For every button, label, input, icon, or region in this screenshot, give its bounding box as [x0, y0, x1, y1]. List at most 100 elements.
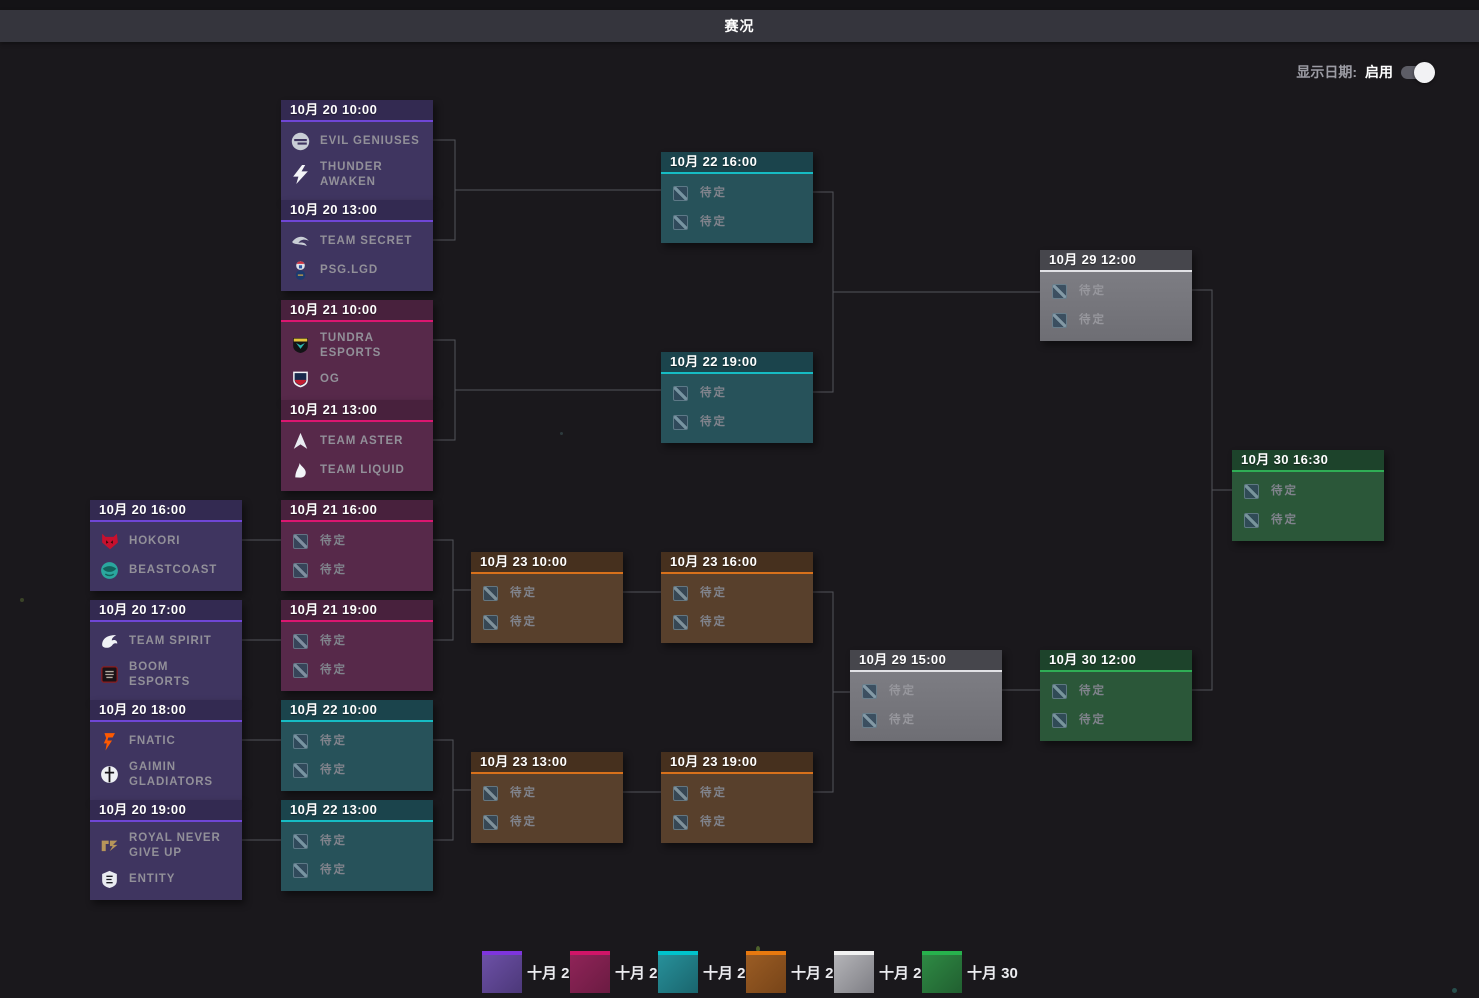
- tbd-placeholder-icon: [670, 783, 691, 804]
- match-teams: 待定 待定: [661, 374, 813, 443]
- tbd-placeholder-icon: [1241, 481, 1262, 502]
- tbd-team-row: 待定: [290, 831, 424, 852]
- team-row: FNATIC: [99, 731, 233, 752]
- team-name: 待定: [700, 387, 727, 400]
- tbd-team-row: 待定: [859, 681, 993, 702]
- tbd-placeholder-icon: [670, 612, 691, 633]
- legend-label: 十月 23: [791, 964, 842, 982]
- match-card[interactable]: 10月 23 10:00 待定 待定: [471, 552, 623, 643]
- match-teams: ROYAL NEVER GIVE UP ENTITY: [90, 822, 242, 900]
- legend-color-swatch: [570, 951, 610, 993]
- legend-label: 十月 21: [615, 964, 666, 982]
- match-time: 10月 22 16:00: [661, 152, 813, 174]
- tbd-team-row: 待定: [670, 612, 804, 633]
- team-row: ROYAL NEVER GIVE UP: [99, 831, 233, 861]
- match-time: 10月 20 13:00: [281, 200, 433, 222]
- tbd-placeholder-icon: [290, 731, 311, 752]
- tbd-placeholder-icon: [290, 631, 311, 652]
- match-card[interactable]: 10月 23 19:00 待定 待定: [661, 752, 813, 843]
- match-teams: TEAM ASTER TEAM LIQUID: [281, 422, 433, 491]
- match-teams: 待定 待定: [1232, 472, 1384, 541]
- match-card[interactable]: 10月 20 10:00 EVIL GENIUSES THUNDER AWAKEN: [281, 100, 433, 200]
- boom-esports-icon: [99, 664, 120, 685]
- team-name: 待定: [320, 864, 347, 877]
- match-card[interactable]: 10月 21 13:00 TEAM ASTER TEAM LIQUID: [281, 400, 433, 491]
- team-name: TEAM ASTER: [320, 435, 404, 448]
- match-card[interactable]: 10月 21 19:00 待定 待定: [281, 600, 433, 691]
- team-name: GAIMIN GLADIATORS: [129, 761, 213, 788]
- legend-color-swatch: [658, 951, 698, 993]
- tbd-placeholder-icon: [1049, 310, 1070, 331]
- tbd-team-row: 待定: [290, 660, 424, 681]
- team-aster-icon: [290, 431, 311, 452]
- match-card[interactable]: 10月 22 10:00 待定 待定: [281, 700, 433, 791]
- team-name: ROYAL NEVER GIVE UP: [129, 832, 221, 859]
- team-name: HOKORI: [129, 535, 181, 548]
- match-card[interactable]: 10月 21 16:00 待定 待定: [281, 500, 433, 591]
- match-card[interactable]: 10月 22 19:00 待定 待定: [661, 352, 813, 443]
- tbd-placeholder-icon: [1049, 710, 1070, 731]
- match-time: 10月 20 16:00: [90, 500, 242, 522]
- psg-lgd-icon: [290, 260, 311, 281]
- match-card[interactable]: 10月 20 16:00 HOKORI BEASTCOAST: [90, 500, 242, 591]
- match-teams: EVIL GENIUSES THUNDER AWAKEN: [281, 122, 433, 200]
- team-name: 待定: [1271, 485, 1298, 498]
- team-row: HOKORI: [99, 531, 233, 552]
- team-name: BOOM ESPORTS: [129, 661, 191, 688]
- match-card[interactable]: 10月 20 18:00 FNATIC GAIMIN GLADIATORS: [90, 700, 242, 800]
- match-card[interactable]: 10月 30 12:00 待定 待定: [1040, 650, 1192, 741]
- match-teams: 待定 待定: [1040, 672, 1192, 741]
- legend-label: 十月 30: [967, 964, 1018, 982]
- match-time: 10月 30 12:00: [1040, 650, 1192, 672]
- team-name: PSG.LGD: [320, 264, 379, 277]
- team-name: 待定: [1079, 685, 1106, 698]
- match-card[interactable]: 10月 23 13:00 待定 待定: [471, 752, 623, 843]
- team-name: EVIL GENIUSES: [320, 135, 420, 148]
- tbd-placeholder-icon: [290, 831, 311, 852]
- legend-label: 十月 22: [703, 964, 754, 982]
- match-card[interactable]: 10月 29 12:00 待定 待定: [1040, 250, 1192, 341]
- entity-icon: [99, 869, 120, 890]
- team-name: OG: [320, 372, 340, 385]
- match-card[interactable]: 10月 23 16:00 待定 待定: [661, 552, 813, 643]
- match-card[interactable]: 10月 20 17:00 TEAM SPIRIT BOOM ESPORTS: [90, 600, 242, 700]
- match-time: 10月 21 10:00: [281, 300, 433, 322]
- tbd-placeholder-icon: [670, 383, 691, 404]
- match-time: 10月 23 19:00: [661, 752, 813, 774]
- tbd-team-row: 待定: [1049, 681, 1183, 702]
- date-legend: 十月 20 十月 21 十月 22 十月 23 十月 29 十月 30: [482, 951, 1018, 993]
- match-card[interactable]: 10月 20 19:00 ROYAL NEVER GIVE UP ENTITY: [90, 800, 242, 900]
- tbd-team-row: 待定: [480, 583, 614, 604]
- tbd-placeholder-icon: [859, 681, 880, 702]
- team-name: 待定: [510, 787, 537, 800]
- toggle-knob-icon: [1414, 61, 1435, 83]
- tbd-team-row: 待定: [290, 631, 424, 652]
- tbd-team-row: 待定: [1049, 310, 1183, 331]
- date-toggle[interactable]: [1401, 61, 1435, 83]
- og-icon: [290, 369, 311, 390]
- team-name: 待定: [700, 416, 727, 429]
- legend-item: 十月 20: [482, 951, 578, 993]
- team-name: 待定: [320, 664, 347, 677]
- match-time: 10月 20 17:00: [90, 600, 242, 622]
- match-card[interactable]: 10月 20 13:00 TEAM SECRET PSG.LGD: [281, 200, 433, 291]
- match-card[interactable]: 10月 30 16:30 待定 待定: [1232, 450, 1384, 541]
- match-time: 10月 22 13:00: [281, 800, 433, 822]
- tbd-team-row: 待定: [290, 531, 424, 552]
- tundra-esports-icon: [290, 335, 311, 356]
- tbd-placeholder-icon: [290, 531, 311, 552]
- match-card[interactable]: 10月 22 16:00 待定 待定: [661, 152, 813, 243]
- team-name: 待定: [889, 714, 916, 727]
- legend-color-swatch: [482, 951, 522, 993]
- match-time: 10月 22 19:00: [661, 352, 813, 374]
- team-name: 待定: [700, 216, 727, 229]
- match-card[interactable]: 10月 22 13:00 待定 待定: [281, 800, 433, 891]
- match-teams: TEAM SECRET PSG.LGD: [281, 222, 433, 291]
- team-secret-icon: [290, 231, 311, 252]
- match-card[interactable]: 10月 21 10:00 TUNDRA ESPORTS OG: [281, 300, 433, 400]
- tbd-team-row: 待定: [670, 212, 804, 233]
- match-card[interactable]: 10月 29 15:00 待定 待定: [850, 650, 1002, 741]
- team-name: 待定: [320, 735, 347, 748]
- tbd-team-row: 待定: [480, 612, 614, 633]
